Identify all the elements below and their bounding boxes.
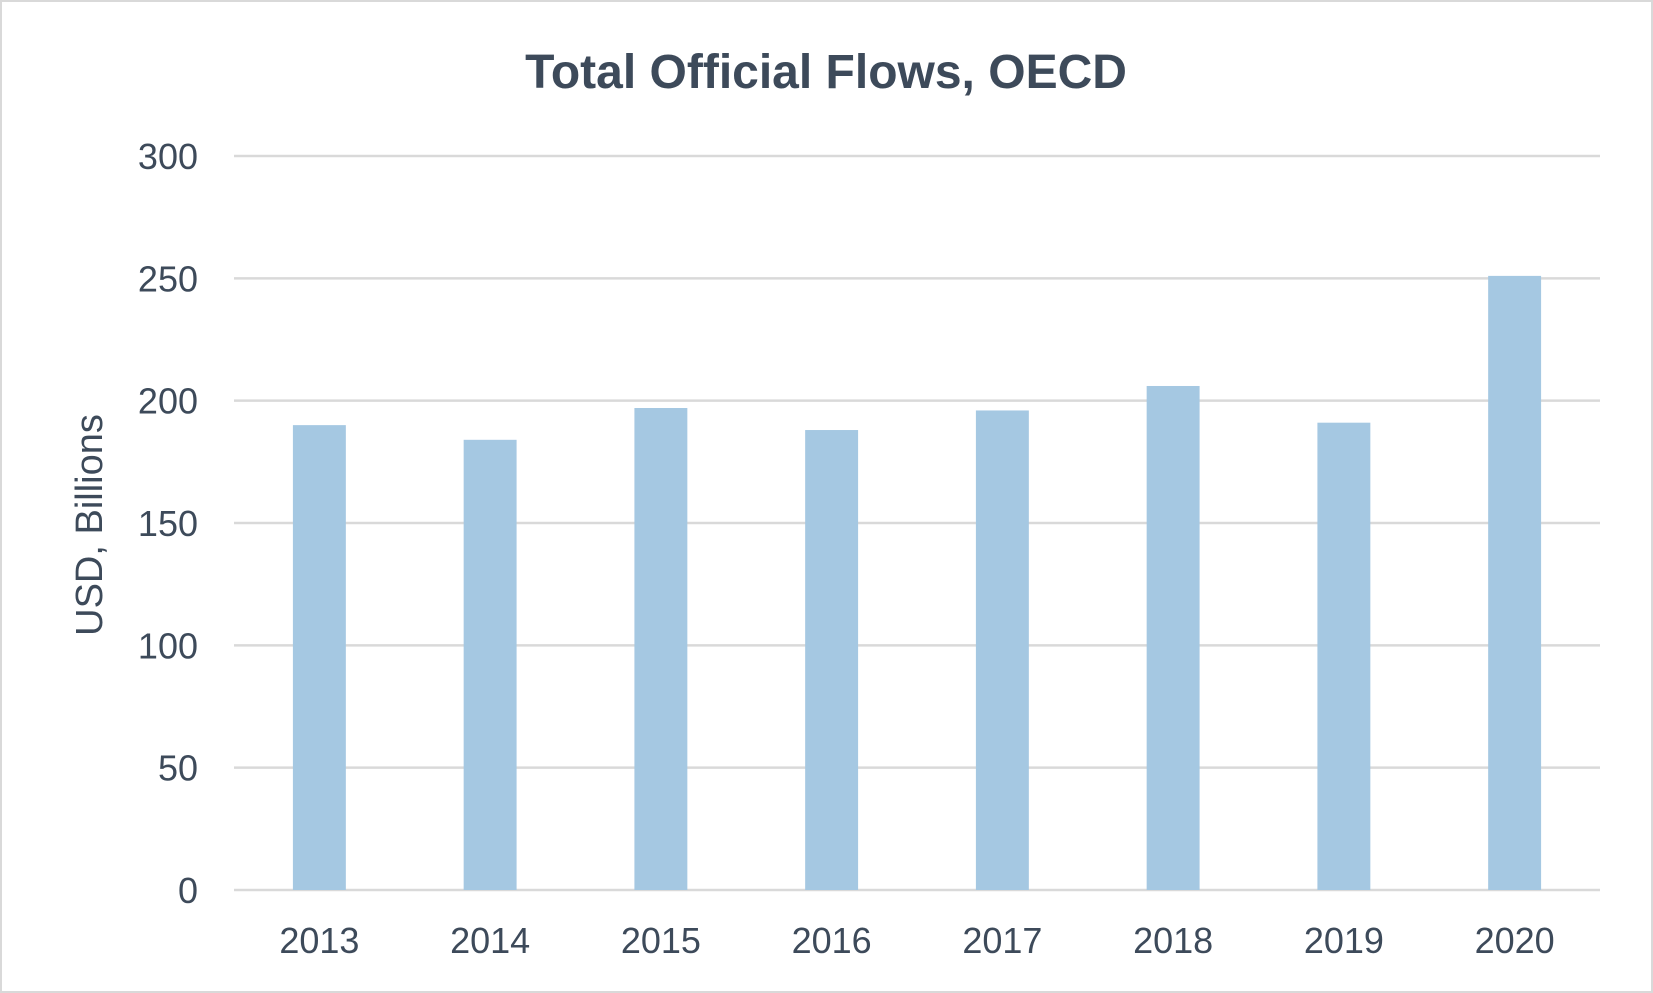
x-axis-ticks: 2013 2014 2015 2016 2017 2018 2019 2020 <box>279 920 1554 961</box>
bar-2018 <box>1146 385 1200 890</box>
bar-2016 <box>805 430 859 890</box>
x-tick-label: 2019 <box>1304 920 1384 961</box>
bar-2013 <box>292 425 346 890</box>
x-tick-label: 2017 <box>962 920 1042 961</box>
y-tick-label: 250 <box>138 258 198 299</box>
x-tick-label: 2016 <box>792 920 872 961</box>
x-tick-label: 2014 <box>450 920 530 961</box>
x-tick-label: 2013 <box>279 920 359 961</box>
y-tick-label: 300 <box>138 136 198 177</box>
x-tick-label: 2020 <box>1475 920 1555 961</box>
bar-2017 <box>975 410 1029 890</box>
gridlines <box>234 154 1600 892</box>
y-tick-label: 150 <box>138 503 198 544</box>
y-tick-label: 100 <box>138 625 198 666</box>
x-tick-label: 2018 <box>1133 920 1213 961</box>
y-axis-label: USD, Billions <box>69 414 111 636</box>
bars <box>292 275 1542 890</box>
bar-2020 <box>1488 275 1542 890</box>
y-tick-label: 200 <box>138 381 198 422</box>
chart-title: Total Official Flows, OECD <box>525 46 1127 99</box>
bar-2019 <box>1317 422 1371 890</box>
y-tick-label: 0 <box>178 870 198 911</box>
y-axis-ticks: 0 50 100 150 200 250 300 <box>138 136 198 911</box>
y-tick-label: 50 <box>158 748 198 789</box>
x-tick-label: 2015 <box>621 920 701 961</box>
bar-2015 <box>634 408 688 890</box>
bar-2014 <box>463 439 517 890</box>
